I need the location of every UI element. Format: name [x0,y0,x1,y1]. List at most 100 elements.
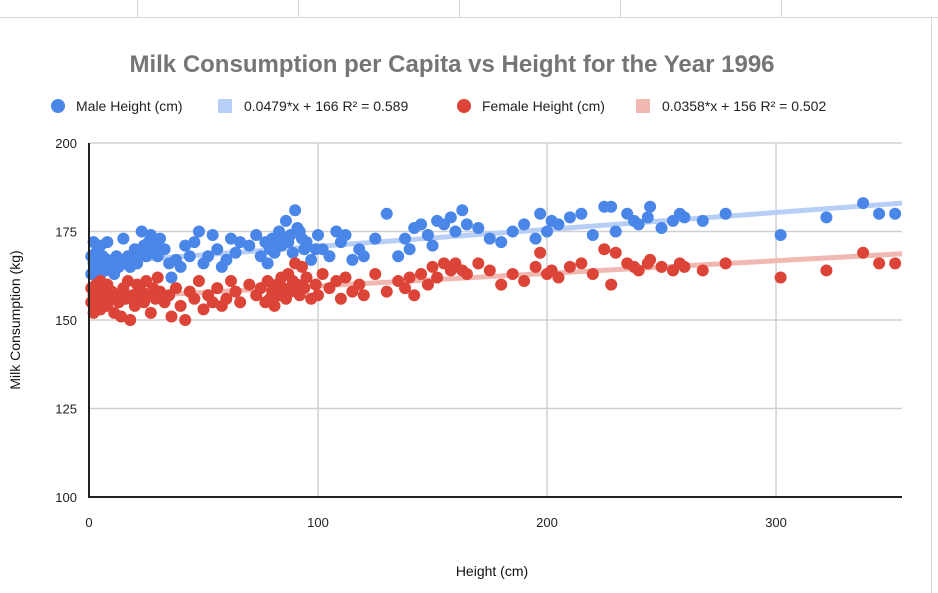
female-data-point[interactable] [403,271,416,284]
male-data-point[interactable] [188,236,201,249]
male-data-point[interactable] [346,253,359,266]
female-data-point[interactable] [632,264,645,277]
male-data-point[interactable] [586,229,599,242]
male-data-point[interactable] [165,271,178,284]
male-data-point[interactable] [873,207,886,220]
male-data-point[interactable] [641,211,654,224]
male-data-point[interactable] [339,229,352,242]
male-data-point[interactable] [380,207,393,220]
female-data-point[interactable] [426,260,439,273]
male-data-point[interactable] [144,229,157,242]
male-data-point[interactable] [117,232,130,245]
female-data-point[interactable] [206,296,219,309]
legend[interactable]: Male Height (cm) 0.0479*x + 166 R² = 0.5… [51,98,826,114]
female-data-point[interactable] [268,299,281,312]
female-data-point[interactable] [529,260,542,273]
male-data-point[interactable] [305,253,318,266]
male-data-point[interactable] [243,239,256,252]
male-data-point[interactable] [158,243,171,256]
female-data-point[interactable] [121,275,134,288]
female-data-point[interactable] [144,306,157,319]
female-data-point[interactable] [261,275,274,288]
female-data-point[interactable] [774,271,787,284]
female-data-point[interactable] [399,282,412,295]
male-data-point[interactable] [518,218,531,231]
female-data-point[interactable] [298,282,311,295]
male-data-point[interactable] [632,218,645,231]
male-data-point[interactable] [456,204,469,217]
female-data-point[interactable] [609,246,622,259]
female-data-point[interactable] [483,264,496,277]
female-data-point[interactable] [174,299,187,312]
female-data-point[interactable] [408,289,421,302]
female-data-point[interactable] [151,271,164,284]
male-data-point[interactable] [192,225,205,238]
female-data-point[interactable] [421,278,434,291]
male-data-point[interactable] [211,243,224,256]
female-data-point[interactable] [605,278,618,291]
male-data-point[interactable] [605,200,618,213]
male-data-point[interactable] [261,257,274,270]
male-data-point[interactable] [541,225,554,238]
male-data-point[interactable] [449,225,462,238]
female-data-point[interactable] [644,253,657,266]
data-points[interactable] [85,197,902,326]
female-data-point[interactable] [334,292,347,305]
female-data-point[interactable] [234,296,247,309]
female-data-point[interactable] [353,278,366,291]
male-data-point[interactable] [183,250,196,263]
female-data-point[interactable] [460,267,473,280]
male-data-point[interactable] [820,211,833,224]
female-data-point[interactable] [598,243,611,256]
female-data-point[interactable] [495,278,508,291]
male-data-point[interactable] [323,250,336,263]
female-data-point[interactable] [552,271,565,284]
male-data-point[interactable] [289,204,302,217]
female-data-point[interactable] [678,260,691,273]
female-data-point[interactable] [655,260,668,273]
female-data-point[interactable] [295,260,308,273]
legend-item-male[interactable]: Male Height (cm) [51,98,183,114]
female-data-point[interactable] [170,282,183,295]
male-data-point[interactable] [774,229,787,242]
male-data-point[interactable] [179,239,192,252]
female-data-point[interactable] [192,275,205,288]
female-data-point[interactable] [873,257,886,270]
male-data-point[interactable] [399,232,412,245]
female-data-point[interactable] [220,292,233,305]
female-data-point[interactable] [518,275,531,288]
female-data-point[interactable] [534,246,547,259]
female-data-point[interactable] [330,275,343,288]
male-data-point[interactable] [250,229,263,242]
male-data-point[interactable] [655,221,668,234]
male-data-point[interactable] [495,236,508,249]
female-data-point[interactable] [339,271,352,284]
female-data-point[interactable] [309,278,322,291]
male-data-point[interactable] [483,232,496,245]
male-data-point[interactable] [403,243,416,256]
male-data-point[interactable] [552,218,565,231]
legend-item-female-trend[interactable]: 0.0358*x + 156 R² = 0.502 [636,98,826,114]
male-data-point[interactable] [220,253,233,266]
male-data-point[interactable] [312,229,325,242]
male-data-point[interactable] [644,200,657,213]
female-data-point[interactable] [188,292,201,305]
male-data-point[interactable] [286,246,299,259]
female-data-point[interactable] [179,314,192,326]
female-data-point[interactable] [224,275,237,288]
male-data-point[interactable] [719,207,732,220]
male-data-point[interactable] [534,207,547,220]
female-data-point[interactable] [211,282,224,295]
female-data-point[interactable] [575,257,588,270]
male-data-point[interactable] [229,246,242,259]
male-data-point[interactable] [279,214,292,227]
male-data-point[interactable] [889,207,902,220]
male-data-point[interactable] [472,221,485,234]
female-data-point[interactable] [312,289,325,302]
male-data-point[interactable] [392,250,405,263]
female-data-point[interactable] [316,267,329,280]
female-data-point[interactable] [586,267,599,280]
male-data-point[interactable] [421,229,434,242]
male-data-point[interactable] [529,232,542,245]
